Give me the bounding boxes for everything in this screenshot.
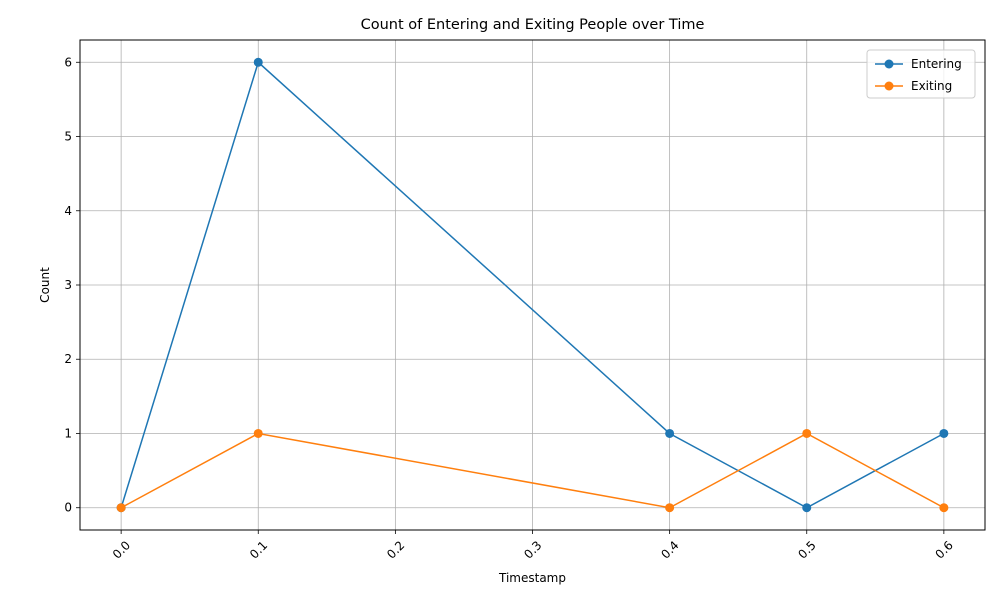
y-axis-label: Count	[38, 267, 52, 303]
legend-swatch-marker	[884, 59, 894, 69]
data-point	[802, 503, 812, 513]
x-axis-ticks: 0.0 0.1 0.2 0.3 0.4 0.5 0.6	[110, 530, 956, 562]
x-tick-label: 0.6	[933, 538, 956, 561]
y-tick-label: 2	[64, 352, 72, 366]
y-tick-label: 3	[64, 278, 72, 292]
y-tick-label: 0	[64, 501, 72, 515]
chart-title: Count of Entering and Exiting People ove…	[361, 17, 705, 33]
legend: Entering Exiting	[866, 49, 976, 99]
data-point	[665, 503, 675, 513]
series-exiting	[116, 428, 949, 513]
series-layer	[116, 57, 949, 513]
x-tick-label: 0.2	[384, 538, 407, 561]
y-tick-label: 1	[64, 426, 72, 440]
legend-swatch-marker	[884, 81, 894, 91]
y-axis-ticks: 0 1 2 3 4 5 6	[64, 55, 80, 515]
data-point	[939, 503, 949, 513]
x-tick-label: 0.1	[247, 538, 270, 561]
y-tick-label: 6	[64, 55, 72, 69]
y-tick-label: 4	[64, 204, 72, 218]
x-tick-label: 0.0	[110, 538, 133, 561]
x-tick-label: 0.3	[521, 538, 544, 561]
data-point	[253, 428, 263, 438]
x-tick-label: 0.4	[658, 538, 681, 561]
grid	[80, 40, 985, 530]
x-tick-label: 0.5	[795, 538, 818, 561]
legend-label: Entering	[911, 57, 962, 71]
data-point	[939, 428, 949, 438]
data-point	[116, 503, 126, 513]
data-point	[253, 57, 263, 67]
y-tick-label: 5	[64, 130, 72, 144]
data-point	[665, 428, 675, 438]
legend-label: Exiting	[911, 79, 952, 93]
x-axis-label: Timestamp	[498, 571, 566, 585]
data-point	[802, 428, 812, 438]
